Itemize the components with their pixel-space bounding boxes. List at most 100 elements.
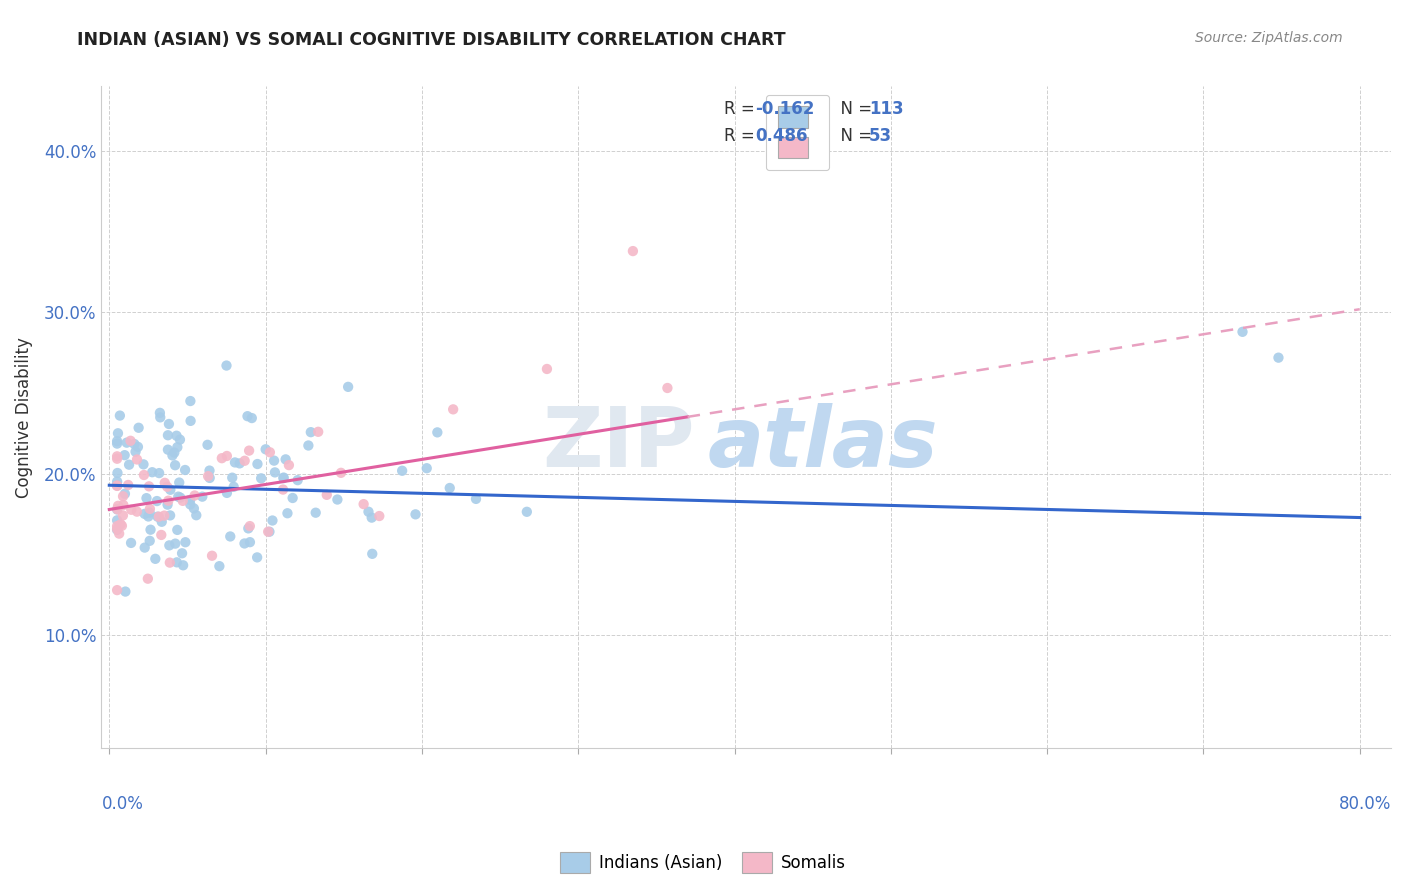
Text: 80.0%: 80.0% bbox=[1339, 795, 1391, 813]
Point bbox=[239, 535, 262, 549]
Point bbox=[105, 434, 128, 449]
Point bbox=[156, 498, 179, 512]
Point bbox=[179, 497, 201, 511]
Point bbox=[127, 440, 149, 454]
Point bbox=[191, 490, 214, 504]
Point bbox=[166, 523, 188, 537]
Point bbox=[111, 508, 134, 523]
Point bbox=[326, 492, 349, 507]
Point bbox=[439, 481, 461, 495]
Point bbox=[108, 409, 131, 423]
Legend: , : , bbox=[766, 95, 830, 170]
Point bbox=[233, 536, 256, 550]
Point bbox=[1232, 325, 1254, 339]
Point bbox=[273, 471, 295, 485]
Point bbox=[416, 461, 439, 475]
Point bbox=[183, 488, 205, 502]
Point bbox=[105, 502, 128, 516]
Point bbox=[215, 486, 238, 500]
Point bbox=[174, 463, 197, 477]
Point bbox=[179, 492, 201, 507]
Point bbox=[197, 438, 219, 452]
Point bbox=[170, 546, 193, 560]
Point bbox=[337, 380, 360, 394]
Text: N =: N = bbox=[830, 127, 877, 145]
Point bbox=[357, 505, 380, 519]
Point bbox=[114, 448, 136, 462]
Point bbox=[165, 458, 187, 473]
Point bbox=[153, 508, 176, 523]
Point bbox=[254, 442, 277, 457]
Point bbox=[105, 583, 128, 598]
Point bbox=[146, 509, 169, 524]
Point bbox=[246, 457, 269, 471]
Point bbox=[110, 517, 132, 532]
Point bbox=[441, 402, 464, 417]
Point bbox=[263, 453, 285, 467]
Point bbox=[259, 524, 281, 539]
Point bbox=[156, 442, 179, 457]
Point bbox=[1267, 351, 1289, 365]
Point bbox=[112, 489, 135, 503]
Point bbox=[105, 523, 128, 537]
Point bbox=[215, 359, 238, 373]
Point bbox=[112, 498, 135, 512]
Text: N =: N = bbox=[830, 100, 877, 118]
Point bbox=[299, 425, 322, 439]
Point bbox=[208, 559, 231, 574]
Point bbox=[246, 550, 269, 565]
Point bbox=[149, 410, 172, 425]
Point bbox=[149, 406, 172, 420]
Point bbox=[259, 445, 281, 459]
Point bbox=[426, 425, 449, 440]
Point bbox=[228, 456, 250, 470]
Point bbox=[224, 455, 246, 469]
Point bbox=[120, 502, 142, 516]
Point bbox=[143, 551, 166, 566]
Point bbox=[465, 491, 488, 506]
Point bbox=[150, 515, 173, 529]
Point bbox=[115, 435, 138, 450]
Point bbox=[157, 538, 180, 552]
Point bbox=[281, 491, 304, 505]
Point bbox=[108, 526, 131, 541]
Point bbox=[105, 451, 128, 466]
Point bbox=[157, 417, 180, 431]
Point bbox=[201, 549, 224, 563]
Point bbox=[516, 505, 538, 519]
Point bbox=[276, 506, 298, 520]
Point bbox=[167, 475, 190, 490]
Text: atlas: atlas bbox=[707, 403, 938, 484]
Text: R =: R = bbox=[724, 100, 761, 118]
Point bbox=[107, 426, 129, 441]
Point bbox=[117, 478, 139, 492]
Point bbox=[141, 465, 163, 479]
Point bbox=[148, 466, 170, 480]
Point bbox=[197, 469, 219, 483]
Point bbox=[167, 490, 190, 504]
Point bbox=[305, 506, 328, 520]
Point bbox=[107, 499, 129, 513]
Point bbox=[159, 508, 181, 523]
Point bbox=[120, 434, 142, 448]
Legend: Indians (Asian), Somalis: Indians (Asian), Somalis bbox=[554, 846, 852, 880]
Point bbox=[315, 488, 337, 502]
Point bbox=[536, 362, 558, 376]
Text: 0.486: 0.486 bbox=[755, 127, 807, 145]
Point bbox=[105, 478, 128, 492]
Point bbox=[198, 471, 221, 485]
Point bbox=[330, 466, 353, 480]
Text: ZIP: ZIP bbox=[543, 403, 695, 484]
Point bbox=[277, 458, 299, 472]
Point bbox=[287, 473, 309, 487]
Point bbox=[361, 547, 384, 561]
Point bbox=[135, 491, 157, 505]
Point bbox=[179, 394, 201, 409]
Point bbox=[111, 518, 134, 533]
Point bbox=[257, 524, 280, 539]
Point bbox=[139, 502, 162, 516]
Text: Source: ZipAtlas.com: Source: ZipAtlas.com bbox=[1195, 31, 1343, 45]
Point bbox=[297, 438, 319, 452]
Point bbox=[239, 519, 262, 533]
Point bbox=[162, 449, 184, 463]
